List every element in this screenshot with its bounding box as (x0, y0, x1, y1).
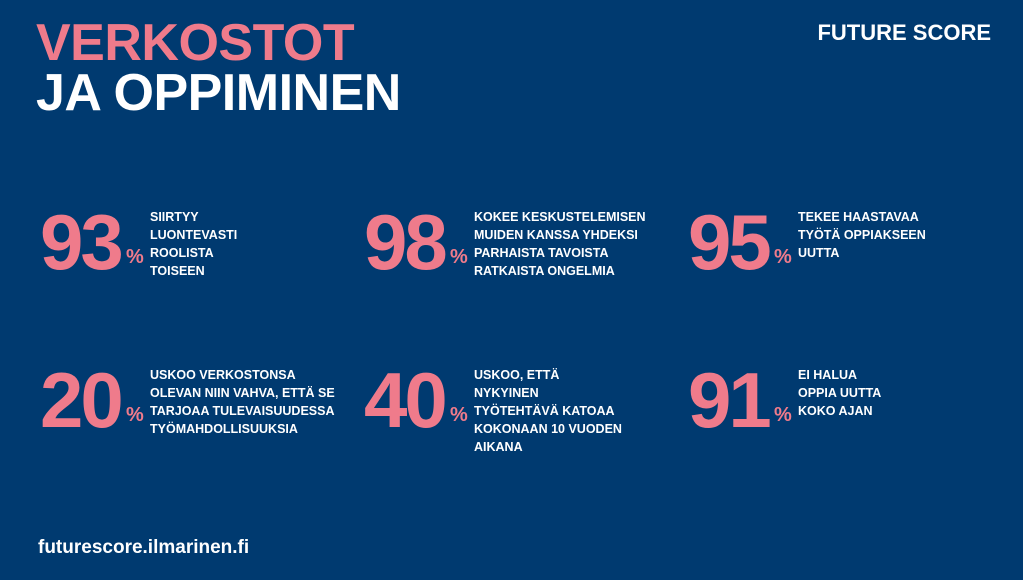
stat-value: 20 (40, 356, 124, 444)
stat-value: 40 (364, 356, 448, 444)
stat-block: 20 % USKOO VERKOSTONSA OLEVAN NIIN VAHVA… (40, 360, 350, 464)
stat-unit: % (774, 246, 792, 268)
stat-block: 91 % EI HALUA OPPIA UUTTA KOKO AJAN (688, 360, 998, 464)
brand-logo: FUTURE SCORE (817, 20, 991, 45)
stat-description: KOKEE KESKUSTELEMISEN MUIDEN KANSSA YHDE… (474, 210, 646, 278)
stat-description: EI HALUA OPPIA UUTTA KOKO AJAN (798, 368, 881, 418)
title-line-2: JA OPPIMINEN (36, 64, 401, 122)
stat-block: 95 % TEKEE HAASTAVAA TYÖTÄ OPPIAKSEEN UU… (688, 202, 998, 306)
stat-block: 98 % KOKEE KESKUSTELEMISEN MUIDEN KANSSA… (364, 202, 674, 306)
footer-url: futurescore.ilmarinen.fi (38, 537, 250, 558)
stat-description: TEKEE HAASTAVAA TYÖTÄ OPPIAKSEEN UUTTA (798, 210, 926, 260)
stat-unit: % (450, 246, 468, 268)
stat-description: USKOO, ETTÄ NYKYINEN TYÖTEHTÄVÄ KATOAA K… (474, 368, 622, 454)
stat-unit: % (126, 246, 144, 268)
stat-description: SIIRTYY LUONTEVASTI ROOLISTA TOISEEN (150, 210, 238, 278)
stat-unit: % (774, 404, 792, 426)
stat-value: 93 (40, 198, 124, 286)
stat-unit: % (450, 404, 468, 426)
stat-value: 98 (364, 198, 448, 286)
stat-block: 40 % USKOO, ETTÄ NYKYINEN TYÖTEHTÄVÄ KAT… (364, 360, 674, 464)
stat-description: USKOO VERKOSTONSA OLEVAN NIIN VAHVA, ETT… (150, 368, 335, 436)
stat-block: 93 % SIIRTYY LUONTEVASTI ROOLISTA TOISEE… (40, 202, 350, 306)
stat-value: 91 (688, 356, 772, 444)
stat-unit: % (126, 404, 144, 426)
page-title: VERKOSTOT JA OPPIMINEN (36, 14, 401, 122)
stat-value: 95 (688, 198, 772, 286)
title-line-1: VERKOSTOT (36, 14, 355, 72)
